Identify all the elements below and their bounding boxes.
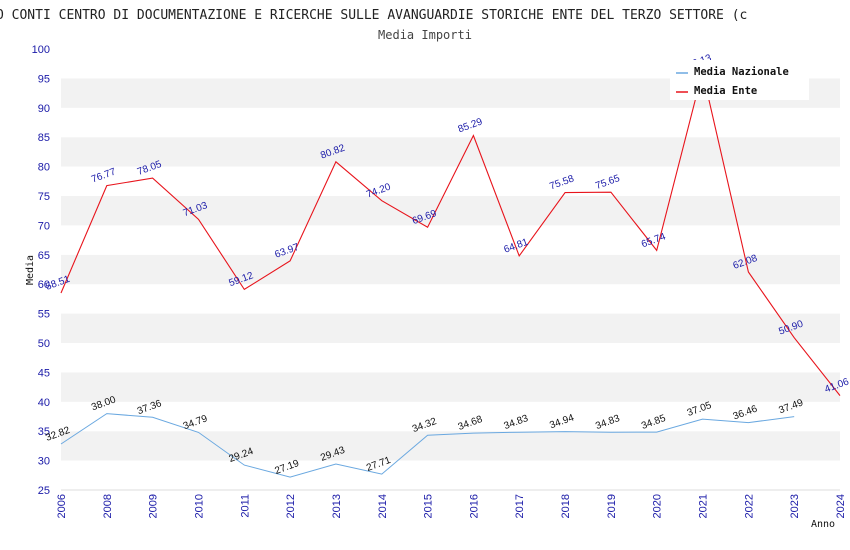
x-axis-ticks: 2006 2008 2009 2010 2011 2012 2013 2014 2015 2016… (56, 494, 847, 518)
x-tick-label: 2022 (743, 494, 755, 518)
grid-band (61, 401, 840, 432)
x-tick-label: 2006 (56, 494, 68, 518)
grid-band (61, 431, 840, 461)
legend: Media Nazionale Media Ente (670, 60, 809, 100)
grid-band (61, 313, 840, 343)
x-tick-label: 2008 (102, 494, 114, 518)
x-tick-label: 2010 (193, 494, 205, 518)
y-tick-label: 65 (38, 250, 50, 262)
x-tick-label: 2018 (560, 494, 572, 518)
y-tick-label: 70 (38, 220, 50, 232)
legend-label-media-nazionale: Media Nazionale (694, 66, 789, 78)
y-tick-label: 25 (38, 485, 50, 497)
y-tick-label: 50 (38, 338, 50, 350)
x-tick-label: 2012 (285, 494, 297, 518)
x-tick-label: 2011 (239, 494, 251, 518)
y-tick-label: 80 (38, 162, 50, 174)
grid-band (61, 460, 840, 490)
y-tick-label: 30 (38, 456, 50, 468)
x-tick-label: 2013 (331, 494, 343, 518)
y-tick-label: 85 (38, 132, 50, 144)
grid-band (61, 343, 840, 373)
grid-band (61, 372, 840, 402)
grid-band (61, 254, 840, 285)
y-tick-label: 45 (38, 367, 50, 379)
x-tick-label: 2021 (698, 494, 710, 518)
y-tick-label: 60 (38, 279, 50, 291)
y-tick-label: 35 (38, 426, 50, 438)
x-tick-label: 2017 (514, 494, 526, 518)
y-tick-label: 40 (38, 397, 50, 409)
y-tick-label: 75 (38, 191, 50, 203)
x-tick-label: 2024 (835, 494, 847, 518)
grid-band (61, 225, 840, 255)
x-tick-label: 2009 (148, 494, 160, 518)
chart-title: O CONTI CENTRO DI DOCUMENTAZIONE E RICER… (0, 8, 747, 23)
x-tick-label: 2019 (606, 494, 618, 518)
grid-band (61, 284, 840, 314)
y-tick-label: 90 (38, 103, 50, 115)
y-tick-label: 100 (32, 44, 50, 56)
y-axis-ticks: 25 30 35 40 45 50 55 60 65 70 75 80 85 90 95 100 (32, 44, 50, 497)
grid-band (61, 107, 840, 138)
legend-box (670, 60, 809, 100)
y-tick-label: 95 (38, 73, 50, 85)
x-tick-label: 2023 (789, 494, 801, 518)
y-axis-label: Media (25, 255, 36, 285)
x-axis-label: Anno (811, 519, 835, 530)
x-tick-label: 2016 (468, 494, 480, 518)
legend-label-media-ente: Media Ente (694, 85, 757, 97)
chart-subtitle: Media Importi (378, 28, 472, 42)
x-tick-label: 2015 (423, 494, 435, 518)
series-lines (60, 71, 841, 478)
x-tick-label: 2020 (652, 494, 664, 518)
grid-band (61, 196, 840, 226)
grid-band (61, 137, 840, 167)
y-tick-label: 55 (38, 309, 50, 321)
x-tick-label: 2014 (377, 494, 389, 518)
series-line-media-ente (60, 71, 841, 396)
grid-bands (61, 49, 840, 491)
series-line-media-nazionale (60, 413, 795, 478)
